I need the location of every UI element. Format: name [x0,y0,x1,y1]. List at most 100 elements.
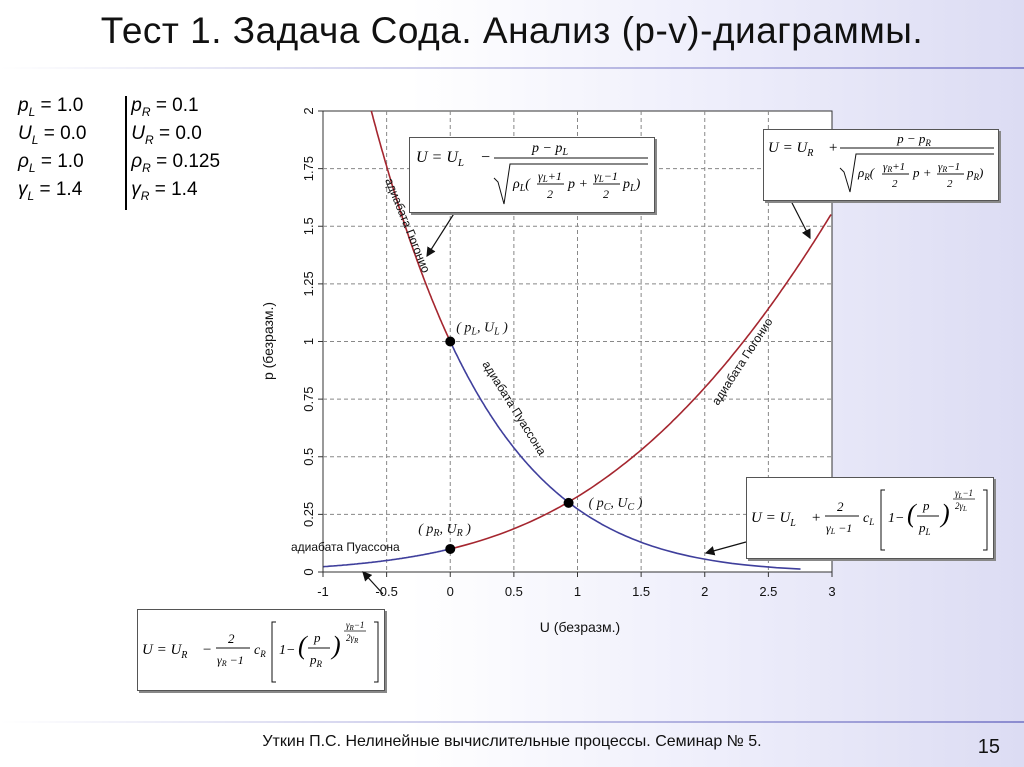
state-point-label: ( pC, UC ) [589,496,643,513]
param-symbol: γ [18,179,28,200]
svg-text:γR−1: γR−1 [938,161,960,174]
title-divider [0,67,1024,69]
x-tick-label: 1 [574,584,581,599]
svg-text:): ) [939,499,950,528]
svg-text:γL−1: γL−1 [594,169,618,184]
svg-text:γL −1: γL −1 [826,521,852,536]
param-symbol: U [18,123,32,144]
svg-text:2γR: 2γR [346,633,359,645]
param-value: = 1.4 [39,179,83,200]
series-left-hugoniot [370,110,452,342]
svg-text:p +: p + [567,177,588,192]
svg-text:cL: cL [863,511,874,527]
param-value: = 1.4 [154,179,198,200]
svg-text:U = UR: U = UR [142,642,187,661]
svg-text:1−: 1− [888,511,904,526]
state-point-pR [445,543,456,554]
svg-text:−: − [480,149,491,166]
y-tick-label: 0 [301,568,316,575]
state-point-label: ( pL, UL ) [456,321,508,338]
svg-text:γR+1: γR+1 [883,161,905,174]
svg-text:+: + [811,510,821,526]
y-tick-label: 2 [301,107,316,114]
y-tick-label: 0.5 [301,448,316,466]
callout-arrow [789,198,811,240]
callout-arrow [426,211,456,258]
svg-text:2: 2 [547,187,553,201]
svg-text:): ) [330,631,341,660]
x-tick-label: 0.5 [505,584,523,599]
param-value: = 0.0 [158,123,202,144]
x-tick-label: 0 [447,584,454,599]
y-tick-label: 1.5 [301,217,316,235]
svg-text:γL+1: γL+1 [538,169,562,184]
curves [323,110,832,570]
svg-text:ρL(: ρL( [512,177,531,194]
svg-text:pL): pL) [622,177,641,194]
y-tick-label: 0.75 [301,386,316,411]
svg-text:pR: pR [309,652,323,669]
formula-poisson-left: U = UL + 2 γL −1 cL 1− ( p pL ) γL−1 2γL [746,477,994,559]
x-tick-label: 3 [828,584,835,599]
svg-text:γR −1: γR −1 [217,653,244,668]
formula-poisson-right: U = UR − 2 γR −1 cR 1− ( p pR ) γR−1 2γR [137,609,385,691]
svg-text:U = UL: U = UL [751,510,796,529]
svg-text:2: 2 [837,499,844,514]
svg-text:cR: cR [254,643,266,659]
param-symbol: ρ [131,151,143,172]
y-tick-label: 1.25 [301,271,316,296]
svg-text:2γL: 2γL [955,501,967,513]
svg-text:p: p [313,630,321,645]
param-subscript: R [145,132,154,147]
param-symbol: ρ [18,151,29,172]
formula-hugoniot-left: U = UL − p − pL ρL( γL+1 2 p + γL−1 2 pL… [409,137,655,213]
callout-arrow [362,571,384,595]
params-divider [125,96,127,210]
y-tick-label: 0.25 [301,502,316,527]
formula-graphic: U = UL − p − pL ρL( γL+1 2 p + γL−1 2 pL… [416,141,648,205]
param-row: γL = 1.4 γR = 1.4 [18,176,220,204]
state-point-pL [445,336,456,347]
param-value: = 0.1 [155,95,199,116]
x-tick-label: -0.5 [375,584,397,599]
param-subscript: L [31,132,39,147]
param-value: = 0.0 [43,123,87,144]
param-row: ρL = 1.0 ρR = 0.125 [18,148,220,176]
formula-graphic: U = UR + p − pR ρR( γR+1 2 p + γR−1 2 pR… [768,131,994,193]
param-symbol: γ [131,179,141,200]
param-symbol: U [131,123,146,144]
param-symbol: p [18,95,29,116]
svg-text:2: 2 [603,187,609,201]
svg-text:U = UR: U = UR [768,140,813,159]
param-subscript: R [142,160,151,175]
svg-text:p − pL: p − pL [531,141,568,158]
series-right-hugoniot [450,214,832,550]
y-axis-label: p (безразм.) [260,302,276,380]
curve-label: адиабата Пуассона [291,540,400,554]
svg-text:pR): pR) [966,165,983,182]
svg-text:1−: 1− [279,643,295,658]
param-subscript: R [140,188,150,203]
x-tick-label: 2.5 [759,584,777,599]
x-tick-label: 1.5 [632,584,650,599]
axis-ticks: -1 -0.5 0 0.5 1 1.5 2 2.5 3 0 0.25 0.5 0.75 1 1.25 1.5 1… [301,107,836,599]
footer-divider [0,721,1024,723]
callout-arrows [362,198,811,595]
svg-text:p − pR: p − pR [896,131,931,148]
param-value: = 0.125 [156,151,221,172]
param-subscript: R [141,104,151,119]
footer-text: Уткин П.С. Нелинейные вычислительные про… [262,733,762,750]
initial-conditions: pL = 1.0 pR = 0.1 UL = 0.0 UR = 0.0 ρL =… [18,92,220,204]
callout-arrow [704,541,747,556]
param-subscript: L [28,104,36,119]
svg-text:p +: p + [912,165,932,180]
svg-text:γR−1: γR−1 [346,620,364,632]
formula-graphic: U = UR − 2 γR −1 cR 1− ( p pR ) γR−1 2γR [142,620,379,683]
svg-text:pL: pL [918,520,931,537]
svg-text:(: ( [907,499,917,528]
state-points: ( pL, UL ) ( pR, UR ) ( pC, UC ) [418,321,643,554]
series-left-poisson [449,341,801,570]
svg-text:ρR(: ρR( [857,165,875,182]
svg-text:2: 2 [228,631,235,646]
formula-hugoniot-right: U = UR + p − pR ρR( γR+1 2 p + γR−1 2 pR… [763,129,999,201]
